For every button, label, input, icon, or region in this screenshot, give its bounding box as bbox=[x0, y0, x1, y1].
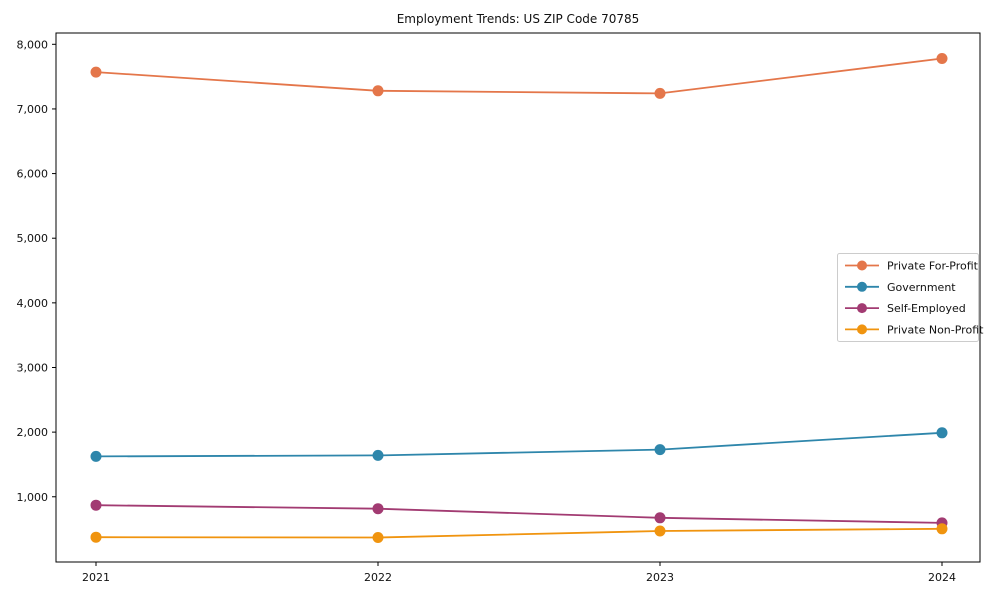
x-tick-label: 2024 bbox=[928, 571, 956, 584]
legend-marker bbox=[857, 324, 867, 335]
legend-label-self-employed: Self-Employed bbox=[887, 302, 966, 315]
legend-marker bbox=[857, 303, 867, 314]
legend-label-government: Government bbox=[887, 281, 956, 294]
y-tick-label: 5,000 bbox=[17, 232, 49, 245]
legend-marker bbox=[857, 281, 867, 292]
series-line-private-non-profit bbox=[95, 527, 943, 539]
series-marker-private-for-profit bbox=[654, 87, 666, 99]
series-marker-government bbox=[936, 427, 948, 439]
y-tick-label: 4,000 bbox=[17, 297, 49, 310]
plot-area: 1,000 2,000 3,000 4,000 5,000 6,000 7,000 8,000… bbox=[17, 32, 984, 584]
series-marker-self-employed bbox=[372, 503, 384, 515]
y-tick-label: 7,000 bbox=[17, 103, 49, 116]
y-tick-label: 1,000 bbox=[17, 491, 49, 504]
legend: Private For-Profit Government Self-Employe… bbox=[837, 253, 984, 342]
y-tick-label: 3,000 bbox=[17, 361, 49, 374]
x-tick-label: 2021 bbox=[82, 571, 110, 584]
series-marker-private-non-profit bbox=[372, 532, 384, 543]
y-tick-label: 2,000 bbox=[17, 426, 49, 439]
series-marker-private-for-profit bbox=[936, 53, 948, 64]
series-line-private-for-profit bbox=[95, 57, 943, 95]
series-marker-private-for-profit bbox=[372, 85, 384, 97]
chart-title: Employment Trends: US ZIP Code 70785 bbox=[397, 12, 640, 26]
legend-marker bbox=[857, 260, 867, 271]
series-marker-government bbox=[90, 450, 102, 462]
legend-label-private-for-profit: Private For-Profit bbox=[887, 260, 979, 273]
x-tick-label: 2022 bbox=[364, 571, 392, 584]
y-tick-label: 8,000 bbox=[17, 38, 49, 51]
legend-box bbox=[837, 253, 979, 342]
series-marker-self-employed bbox=[654, 512, 666, 524]
series-marker-government bbox=[654, 444, 666, 456]
series-marker-self-employed bbox=[90, 499, 102, 511]
series-marker-private-for-profit bbox=[90, 66, 102, 78]
legend-label-private-non-profit: Private Non-Profit bbox=[887, 323, 984, 336]
series-line-self-employed bbox=[95, 504, 943, 524]
series-line-government bbox=[95, 431, 943, 458]
series-marker-private-non-profit bbox=[654, 525, 666, 537]
y-tick-label: 6,000 bbox=[17, 168, 49, 181]
series-marker-government bbox=[372, 449, 384, 461]
series-marker-private-non-profit bbox=[936, 523, 948, 535]
axes-frame bbox=[55, 32, 981, 563]
x-tick-label: 2023 bbox=[646, 571, 674, 584]
series-marker-private-non-profit bbox=[90, 531, 102, 543]
